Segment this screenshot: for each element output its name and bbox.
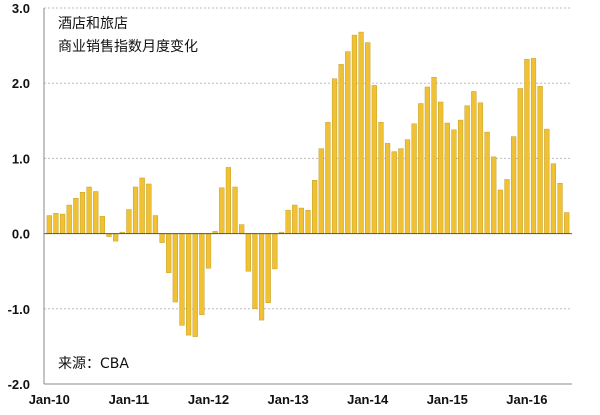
- y-tick-label: -1.0: [8, 302, 30, 317]
- bar: [232, 186, 238, 234]
- bar: [537, 86, 543, 234]
- bar: [550, 163, 557, 234]
- bar: [530, 58, 537, 234]
- bar: [504, 179, 510, 234]
- y-tick-label: -2.0: [8, 377, 30, 392]
- bar: [318, 148, 324, 234]
- bar: [438, 101, 444, 234]
- bar: [491, 156, 497, 234]
- bar: [471, 91, 477, 234]
- bar: [451, 129, 457, 234]
- chart-title-line-2: 商业销售指数月度变化: [58, 39, 198, 55]
- bar: [113, 233, 119, 242]
- bar: [265, 233, 271, 303]
- bar: [139, 177, 145, 234]
- bar: [186, 233, 192, 336]
- bar: [358, 31, 364, 234]
- bar: [398, 148, 404, 234]
- bar: [484, 131, 490, 234]
- bar: [172, 233, 178, 303]
- x-tick-label: Jan-15: [427, 392, 468, 407]
- y-tick-labels: 3.0 2.0 1.0 0.0 -1.0 -2.0: [8, 1, 30, 392]
- bar: [285, 210, 291, 234]
- x-tick-labels: Jan-10 Jan-11 Jan-12 Jan-13 Jan-14 Jan-15 Jan-…: [29, 392, 548, 407]
- bar: [166, 233, 172, 273]
- bar: [305, 210, 311, 234]
- bar: [66, 204, 72, 234]
- x-tick-label: Jan-11: [109, 392, 149, 407]
- bar: [192, 233, 198, 337]
- bar: [325, 122, 331, 234]
- bar: [159, 233, 165, 243]
- bar: [378, 122, 384, 234]
- bar: [497, 189, 503, 234]
- x-tick-label: Jan-13: [267, 392, 308, 407]
- bar: [391, 151, 397, 234]
- bar: [338, 64, 344, 234]
- y-tick-label: 0.0: [12, 227, 30, 242]
- bar: [457, 119, 464, 234]
- bar: [239, 224, 245, 234]
- bar: [345, 51, 351, 234]
- bar: [411, 123, 417, 234]
- y-tick-label: 2.0: [12, 76, 30, 91]
- bar: [517, 88, 523, 234]
- bar: [418, 103, 424, 234]
- bar: [126, 209, 132, 234]
- bar: [564, 212, 570, 234]
- bar: [86, 186, 92, 234]
- bar: [199, 233, 205, 316]
- y-tick-label: 1.0: [12, 151, 30, 166]
- grid-lines: [44, 7, 572, 310]
- bar: [205, 233, 212, 269]
- bar: [292, 204, 298, 234]
- bar: [245, 233, 251, 272]
- bar: [424, 86, 430, 234]
- bar: [371, 85, 377, 234]
- bar: [464, 105, 470, 234]
- x-tick-label: Jan-16: [506, 392, 547, 407]
- bar: [46, 215, 52, 234]
- bar: [272, 233, 278, 270]
- chart-title-line-1: 酒店和旅店: [58, 16, 128, 32]
- source-note: 来源：CBA: [58, 356, 129, 372]
- bar: [477, 102, 484, 234]
- bar: [53, 213, 59, 234]
- bar: [511, 136, 517, 234]
- bar: [59, 213, 66, 234]
- bar: [331, 78, 338, 234]
- bar: [252, 233, 258, 310]
- bar: [79, 192, 86, 234]
- bar: [258, 233, 265, 321]
- y-tick-label: 3.0: [12, 1, 30, 16]
- bar: [93, 191, 99, 234]
- bar: [365, 42, 371, 234]
- bar: [219, 187, 225, 234]
- bar: [298, 207, 304, 234]
- bar: [385, 143, 391, 234]
- bar: [524, 58, 530, 234]
- bar: [152, 215, 159, 234]
- bar: [179, 233, 185, 326]
- bar: [73, 198, 79, 234]
- bar: [312, 180, 318, 234]
- x-tick-label: Jan-14: [347, 392, 389, 407]
- bar: [557, 183, 563, 234]
- x-tick-label: Jan-10: [29, 392, 70, 407]
- bar: [444, 122, 450, 234]
- bar: [404, 139, 411, 234]
- bar: [351, 34, 358, 234]
- bars: [46, 31, 570, 337]
- bar: [146, 183, 152, 234]
- bar: [431, 76, 437, 234]
- bar: [99, 216, 105, 234]
- bar: [544, 128, 550, 234]
- bar: [132, 186, 139, 234]
- x-tick-label: Jan-12: [188, 392, 229, 407]
- bar: [225, 167, 232, 234]
